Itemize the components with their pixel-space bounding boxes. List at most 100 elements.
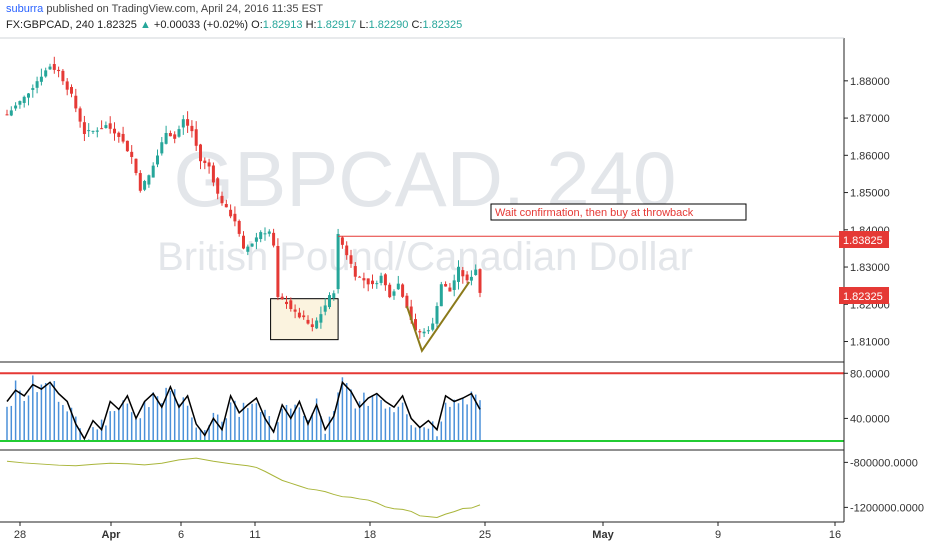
close-label: C:: [411, 19, 423, 31]
volume-line: [6, 457, 481, 519]
candle-body: [336, 233, 340, 290]
oscillator-pane[interactable]: [0, 372, 844, 442]
candle-body: [418, 331, 422, 333]
candle-body: [181, 119, 185, 128]
candle-body: [82, 122, 86, 134]
candle-body: [246, 246, 250, 252]
candle-body: [276, 245, 280, 297]
candle-body: [242, 235, 245, 249]
candle-body: [379, 275, 383, 283]
candle-body: [147, 175, 151, 185]
candle-body: [315, 320, 319, 329]
candle-body: [18, 101, 22, 105]
watermark-name: British Pound/Canadian Dollar: [157, 235, 693, 279]
candle-body: [439, 284, 443, 307]
resistance-price-tag: 1.83825: [839, 231, 889, 248]
candle-body: [448, 287, 452, 292]
ohlc-legend: FX:GBPCAD, 240 1.82325 ▲ +0.00033 (+0.02…: [6, 19, 462, 31]
candle-body: [14, 105, 18, 109]
candle-body: [426, 330, 430, 332]
candle-body: [125, 140, 129, 152]
candle-body: [388, 284, 392, 298]
candle-body: [134, 158, 138, 174]
candle-body: [95, 130, 99, 132]
candle-body: [280, 296, 284, 300]
candle-body: [117, 132, 121, 137]
annotation-box[interactable]: Wait confirmation, then buy at throwback: [490, 203, 747, 221]
candle-body: [474, 269, 478, 276]
candle-body: [366, 278, 370, 285]
candle-body: [199, 144, 202, 162]
time-tick-label: May: [592, 529, 614, 541]
candle-body: [177, 129, 181, 137]
low-label: L:: [359, 19, 369, 31]
candle-body: [31, 88, 35, 90]
candle-body: [87, 130, 91, 132]
candle-body: [211, 165, 215, 183]
time-tick-label: 16: [829, 529, 841, 541]
candle-body: [229, 209, 233, 217]
author-link[interactable]: suburra: [6, 3, 44, 15]
candle-body: [9, 110, 13, 116]
price-tick-label: 1.83000: [850, 262, 890, 274]
candle-body: [156, 155, 159, 165]
open-label: O:: [251, 19, 263, 31]
candle-body: [267, 231, 271, 234]
candle-body: [100, 128, 104, 130]
candle-body: [164, 132, 168, 144]
candle-body: [207, 162, 211, 167]
candle-body: [293, 309, 297, 312]
price-tick-label: 1.85000: [850, 188, 890, 200]
candle-body: [345, 245, 349, 256]
candle-body: [469, 276, 473, 281]
candle-body: [422, 331, 426, 334]
last-price-label: 1.82325: [843, 291, 883, 303]
volume-line-pane[interactable]: [6, 457, 481, 519]
time-tick-label: Apr: [102, 529, 122, 541]
candle-body: [190, 125, 194, 132]
candle-body: [405, 295, 409, 308]
candle-body: [143, 181, 147, 190]
candle-body: [104, 125, 108, 129]
pane-dividers: [0, 37, 845, 523]
candle-body: [340, 237, 344, 245]
time-tick-label: 9: [715, 529, 721, 541]
time-tick-label: 11: [249, 529, 260, 541]
price-pane[interactable]: [5, 56, 840, 354]
volume-tick-label: -800000.0000: [850, 457, 918, 469]
candle-body: [57, 69, 61, 72]
candle-body: [250, 243, 254, 247]
candle-body: [263, 233, 267, 235]
candle-body: [44, 70, 48, 77]
candle-body: [272, 232, 276, 246]
candle-body: [452, 280, 456, 290]
time-axis[interactable]: 28 Apr 6 11 18 25 May 9 16: [14, 522, 841, 541]
candle-body: [383, 274, 387, 286]
candle-body: [151, 165, 155, 178]
candle-body: [74, 95, 78, 109]
candle-body: [108, 123, 112, 129]
candle-body: [5, 114, 9, 116]
candle-body: [302, 315, 306, 318]
time-tick-label: 18: [364, 529, 376, 541]
candle-body: [61, 70, 65, 82]
candle-body: [35, 81, 39, 88]
candle-body: [254, 237, 258, 242]
time-tick-label: 28: [14, 529, 26, 541]
consolidation-box: [270, 298, 339, 341]
candle-body: [27, 93, 30, 98]
candle-body: [457, 266, 460, 282]
time-tick-label: 25: [479, 529, 491, 541]
candle-body: [52, 64, 56, 70]
oscillator-line: [6, 380, 481, 441]
candle-body: [203, 160, 207, 164]
candle-body: [285, 301, 288, 305]
last-price: 1.82325: [97, 19, 137, 31]
candle-body: [216, 178, 220, 194]
close-value: 1.82325: [422, 19, 463, 31]
volume-tick-label: -1200000.0000: [850, 502, 924, 514]
candle-body: [310, 324, 314, 328]
candle-body: [362, 278, 366, 281]
publish-info: suburra published on TradingView.com, Ap…: [6, 3, 323, 15]
